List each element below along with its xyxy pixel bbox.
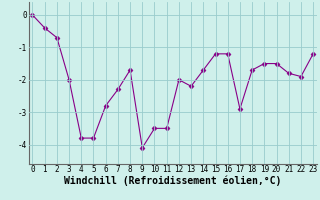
X-axis label: Windchill (Refroidissement éolien,°C): Windchill (Refroidissement éolien,°C) (64, 176, 282, 186)
